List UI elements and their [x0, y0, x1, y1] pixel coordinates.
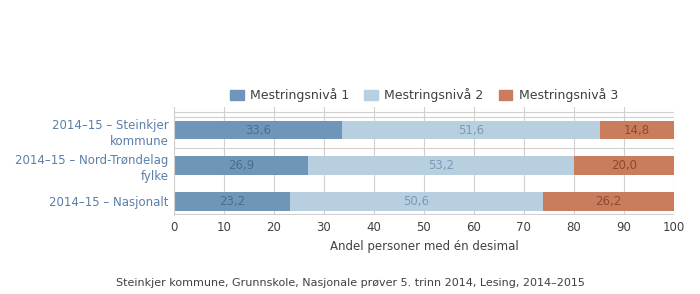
Bar — [174, 156, 309, 175]
Text: 33,6: 33,6 — [245, 123, 271, 137]
Legend: Mestringsnivå 1, Mestringsnivå 2, Mestringsnivå 3: Mestringsnivå 1, Mestringsnivå 2, Mestri… — [225, 83, 623, 107]
Text: Steinkjer kommune, Grunnskole, Nasjonale prøver 5. trinn 2014, Lesing, 2014–2015: Steinkjer kommune, Grunnskole, Nasjonale… — [116, 278, 584, 288]
Bar — [174, 192, 290, 211]
Bar — [174, 121, 342, 139]
Bar — [543, 192, 674, 211]
Text: 23,2: 23,2 — [219, 195, 245, 208]
X-axis label: Andel personer med én desimal: Andel personer med én desimal — [330, 240, 518, 253]
Text: 26,2: 26,2 — [595, 195, 622, 208]
Text: 51,6: 51,6 — [458, 123, 484, 137]
Text: 20,0: 20,0 — [611, 159, 638, 172]
Text: 53,2: 53,2 — [428, 159, 454, 172]
Bar — [290, 192, 543, 211]
Text: 50,6: 50,6 — [403, 195, 429, 208]
Bar — [342, 121, 600, 139]
Bar — [309, 156, 575, 175]
Bar — [600, 121, 674, 139]
Bar — [575, 156, 674, 175]
Text: 26,9: 26,9 — [228, 159, 254, 172]
Text: 14,8: 14,8 — [624, 123, 650, 137]
